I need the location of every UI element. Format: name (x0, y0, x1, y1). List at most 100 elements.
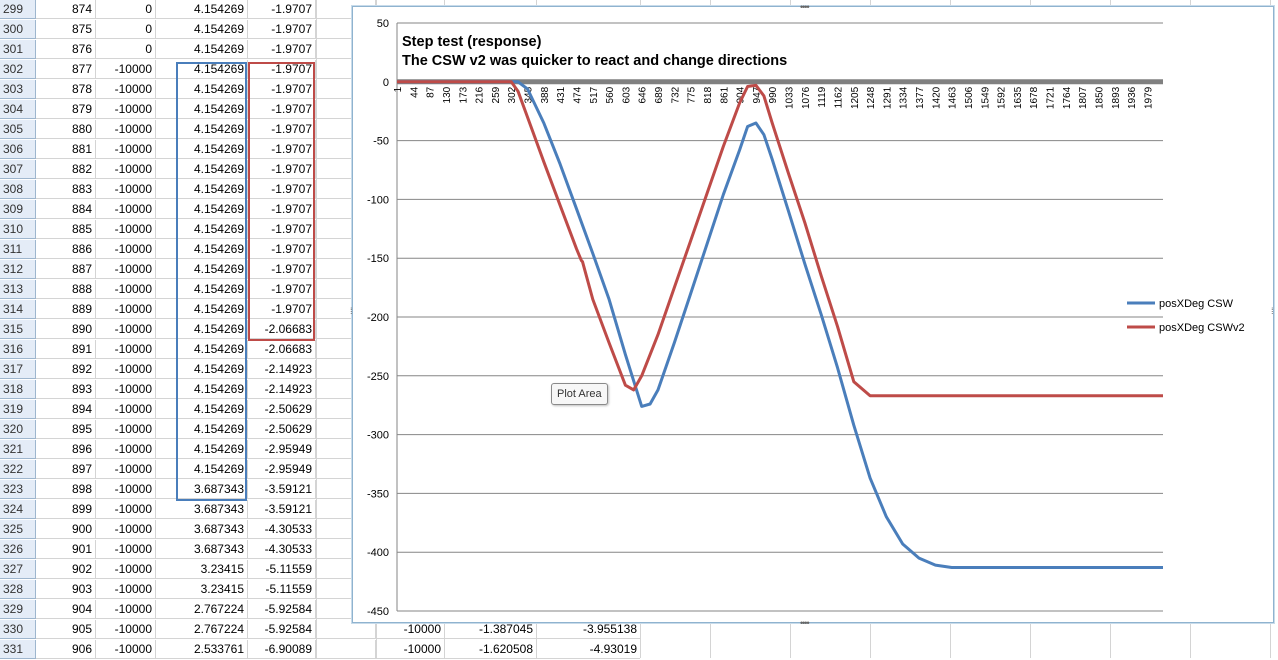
cell[interactable]: -2.95949 (248, 440, 316, 459)
row-header[interactable]: 324 (0, 500, 36, 519)
cell[interactable]: 3.687343 (156, 500, 248, 519)
cell[interactable]: 881 (36, 140, 96, 159)
cell[interactable]: -10000 (96, 160, 156, 179)
cell[interactable]: 885 (36, 220, 96, 239)
cell[interactable]: -10000 (96, 420, 156, 439)
cell[interactable]: 4.154269 (156, 140, 248, 159)
cell[interactable]: -10000 (96, 500, 156, 519)
row-header[interactable]: 330 (0, 620, 36, 639)
cell[interactable]: -3.59121 (248, 500, 316, 519)
cell[interactable]: 3.23415 (156, 580, 248, 599)
cell[interactable]: -10000 (96, 280, 156, 299)
cell[interactable]: -10000 (96, 60, 156, 79)
cell[interactable]: 4.154269 (156, 320, 248, 339)
cell[interactable]: 904 (36, 600, 96, 619)
cell[interactable]: 901 (36, 540, 96, 559)
cell[interactable]: 4.154269 (156, 60, 248, 79)
row-header[interactable]: 319 (0, 400, 36, 419)
row-header[interactable]: 318 (0, 380, 36, 399)
row-header[interactable]: 313 (0, 280, 36, 299)
row-header[interactable]: 300 (0, 20, 36, 39)
cell[interactable]: -1.9707 (248, 140, 316, 159)
cell[interactable]: -2.14923 (248, 360, 316, 379)
cell[interactable]: 4.154269 (156, 120, 248, 139)
cell[interactable]: 0 (96, 40, 156, 59)
row-header[interactable]: 302 (0, 60, 36, 79)
cell[interactable]: -1.387045 (444, 620, 536, 639)
cell[interactable]: -10000 (96, 180, 156, 199)
cell[interactable]: 899 (36, 500, 96, 519)
cell[interactable]: -1.9707 (248, 100, 316, 119)
cell[interactable]: -2.50629 (248, 400, 316, 419)
cell[interactable]: -3.955138 (536, 620, 640, 639)
cell[interactable]: 4.154269 (156, 160, 248, 179)
row-header[interactable]: 322 (0, 460, 36, 479)
cell[interactable]: -1.9707 (248, 120, 316, 139)
cell[interactable]: -5.11559 (248, 560, 316, 579)
row-header[interactable]: 323 (0, 480, 36, 499)
cell[interactable]: -1.9707 (248, 200, 316, 219)
cell[interactable]: 4.154269 (156, 360, 248, 379)
cell[interactable]: 2.533761 (156, 640, 248, 659)
cell[interactable]: 906 (36, 640, 96, 659)
row-header[interactable]: 329 (0, 600, 36, 619)
cell[interactable]: 4.154269 (156, 180, 248, 199)
cell[interactable]: -10000 (96, 600, 156, 619)
row-header[interactable]: 299 (0, 0, 36, 19)
cell[interactable]: 3.23415 (156, 560, 248, 579)
cell[interactable]: -10000 (96, 300, 156, 319)
cell[interactable]: -10000 (96, 580, 156, 599)
cell[interactable]: 882 (36, 160, 96, 179)
cell[interactable]: -1.9707 (248, 220, 316, 239)
cell[interactable]: -10000 (96, 140, 156, 159)
cell[interactable]: 4.154269 (156, 100, 248, 119)
cell[interactable]: -10000 (96, 260, 156, 279)
cell[interactable]: -10000 (96, 340, 156, 359)
cell[interactable]: -1.9707 (248, 280, 316, 299)
cell[interactable]: -10000 (96, 440, 156, 459)
row-header[interactable]: 309 (0, 200, 36, 219)
cell[interactable]: 4.154269 (156, 400, 248, 419)
chart-object[interactable]: 50 0 -50 -100 -150 -200 -250 -300 -350 -400 -450 1 4… (352, 6, 1274, 623)
cell[interactable]: -10000 (96, 220, 156, 239)
row-header[interactable]: 301 (0, 40, 36, 59)
cell[interactable]: 3.687343 (156, 520, 248, 539)
cell[interactable]: -6.90089 (248, 640, 316, 659)
cell[interactable]: 887 (36, 260, 96, 279)
cell[interactable]: -10000 (96, 200, 156, 219)
cell[interactable]: 892 (36, 360, 96, 379)
cell[interactable]: 891 (36, 340, 96, 359)
cell[interactable]: -5.92584 (248, 600, 316, 619)
row-header[interactable]: 308 (0, 180, 36, 199)
cell[interactable]: 874 (36, 0, 96, 19)
cell[interactable]: 4.154269 (156, 340, 248, 359)
cell[interactable]: 2.767224 (156, 620, 248, 639)
cell[interactable]: 895 (36, 420, 96, 439)
cell[interactable]: -10000 (96, 380, 156, 399)
cell[interactable]: 894 (36, 400, 96, 419)
cell[interactable]: -1.9707 (248, 180, 316, 199)
cell[interactable]: 4.154269 (156, 40, 248, 59)
cell[interactable]: 879 (36, 100, 96, 119)
cell[interactable]: -1.9707 (248, 40, 316, 59)
cell[interactable]: 890 (36, 320, 96, 339)
cell[interactable]: 4.154269 (156, 300, 248, 319)
cell[interactable]: 876 (36, 40, 96, 59)
cell[interactable]: 877 (36, 60, 96, 79)
cell[interactable]: -10000 (96, 460, 156, 479)
cell[interactable]: -1.9707 (248, 60, 316, 79)
row-header[interactable]: 320 (0, 420, 36, 439)
row-header[interactable]: 331 (0, 640, 36, 659)
cell[interactable]: -2.06683 (248, 340, 316, 359)
cell[interactable]: 0 (96, 20, 156, 39)
cell[interactable]: -2.95949 (248, 460, 316, 479)
row-header[interactable]: 312 (0, 260, 36, 279)
cell[interactable]: 896 (36, 440, 96, 459)
cell[interactable]: -5.11559 (248, 580, 316, 599)
cell[interactable]: 4.154269 (156, 240, 248, 259)
cell[interactable]: 900 (36, 520, 96, 539)
cell[interactable]: 875 (36, 20, 96, 39)
row-header[interactable]: 321 (0, 440, 36, 459)
row-header[interactable]: 315 (0, 320, 36, 339)
